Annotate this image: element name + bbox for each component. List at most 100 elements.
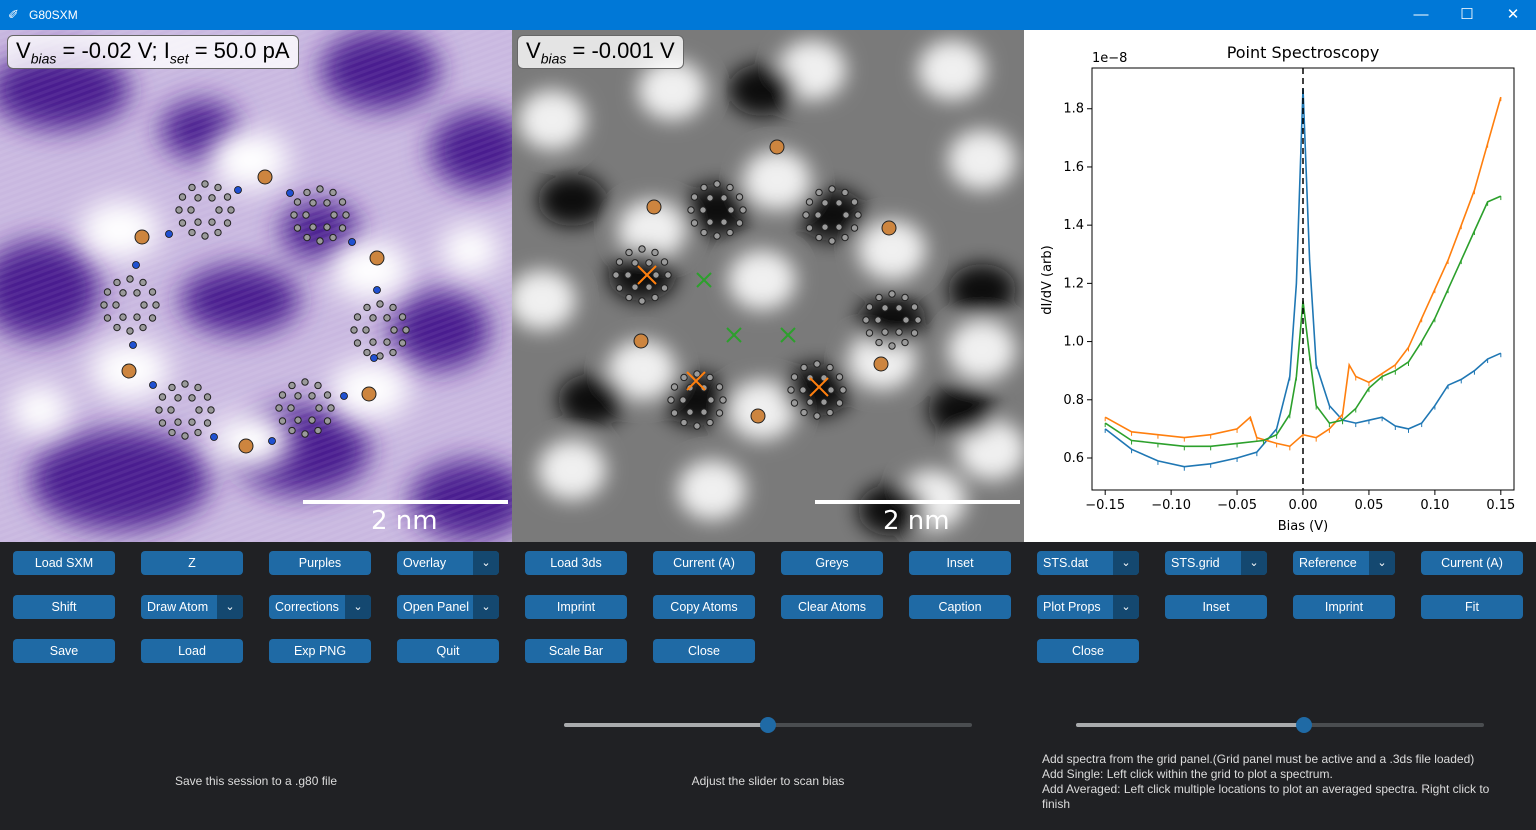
bright-feature (608, 340, 676, 400)
current-grid-button[interactable]: Current (A) (653, 551, 755, 575)
copy-atoms-button[interactable]: Copy Atoms (653, 595, 755, 619)
bright-feature (958, 420, 1024, 480)
current-sts-button[interactable]: Current (A) (1421, 551, 1523, 575)
greys-button[interactable]: Greys (781, 551, 883, 575)
atom-marker (735, 193, 744, 201)
atom-marker (330, 211, 338, 219)
atom-marker (700, 228, 708, 237)
blue-atom-marker (234, 186, 242, 194)
close-window-button[interactable]: ✕ (1506, 6, 1520, 23)
z-button[interactable]: Z (141, 551, 243, 575)
chevron-down-icon[interactable]: ⌄ (1113, 551, 1139, 575)
atom-marker (227, 206, 235, 214)
imprint-grid-button[interactable]: Imprint (525, 595, 627, 619)
bias-slider-handle[interactable] (760, 717, 776, 733)
open-panel-dropdown[interactable]: Open Panel ⌄ (397, 595, 499, 619)
spectra-slider-handle[interactable] (1296, 717, 1313, 733)
atom-marker (203, 393, 212, 401)
atom-marker (214, 228, 222, 237)
atom-marker (139, 278, 147, 287)
atom-marker (303, 188, 311, 197)
atom-marker (800, 363, 808, 372)
chevron-down-icon[interactable]: ⌄ (1369, 551, 1395, 575)
adatom-marker (121, 363, 137, 379)
corrections-dropdown[interactable]: Corrections ⌄ (269, 595, 371, 619)
atom-marker (854, 211, 862, 219)
open-panel-value: Open Panel (403, 600, 470, 614)
atom-marker (158, 393, 167, 401)
chevron-down-icon[interactable]: ⌄ (1113, 595, 1139, 619)
chevron-down-icon[interactable]: ⌄ (1241, 551, 1267, 575)
inset-grid-button[interactable]: Inset (909, 551, 1011, 575)
atom-marker (850, 198, 859, 206)
bright-feature (638, 60, 706, 120)
quit-button[interactable]: Quit (397, 639, 499, 663)
minimize-button[interactable]: — (1413, 6, 1429, 23)
atom-marker (660, 258, 669, 266)
adatom-marker (633, 333, 649, 349)
spectroscopy-panel[interactable]: Point Spectroscopy 1e−8 Bias (V) dI/dV (… (1024, 30, 1536, 542)
load-3ds-button[interactable]: Load 3ds (525, 551, 627, 575)
atom-marker (645, 259, 653, 267)
atom-marker (148, 288, 157, 296)
atom-marker (827, 386, 835, 394)
dark-feature (928, 384, 996, 436)
inset-sts-button[interactable]: Inset (1165, 595, 1267, 619)
grid-image-panel[interactable]: Vbias = -0.001 V 2 nm (512, 30, 1024, 542)
dark-feature (663, 374, 731, 426)
close-grid-button[interactable]: Close (653, 639, 755, 663)
atom-marker (875, 338, 883, 347)
atom-marker (178, 193, 187, 201)
spectroscopy-chart[interactable]: Point Spectroscopy 1e−8 Bias (V) dI/dV (… (1024, 30, 1536, 542)
load-button[interactable]: Load (141, 639, 243, 663)
imprint-sts-button[interactable]: Imprint (1293, 595, 1395, 619)
fit-button[interactable]: Fit (1421, 595, 1523, 619)
atom-marker (715, 409, 724, 417)
close-sts-button[interactable]: Close (1037, 639, 1139, 663)
atom-marker (113, 278, 121, 287)
atom-marker (624, 271, 632, 279)
reference-dropdown[interactable]: Reference ⌄ (1293, 551, 1395, 575)
sts-grid-dropdown[interactable]: STS.grid ⌄ (1165, 551, 1267, 575)
export-png-button[interactable]: Exp PNG (269, 639, 371, 663)
atom-marker (638, 245, 646, 253)
bias-slider[interactable] (564, 717, 972, 733)
shift-button[interactable]: Shift (13, 595, 115, 619)
scale-bar-button[interactable]: Scale Bar (525, 639, 627, 663)
spectra-slider-fill (1076, 723, 1305, 727)
atom-marker (329, 188, 337, 197)
chart-axes-frame (1091, 67, 1515, 491)
chevron-down-icon[interactable]: ⌄ (217, 595, 243, 619)
blue-atom-marker (373, 286, 381, 294)
atom-marker (363, 303, 371, 312)
chevron-down-icon[interactable]: ⌄ (473, 595, 499, 619)
atom-marker (875, 293, 883, 302)
y-tick-label: 1.2 (1063, 276, 1084, 291)
draw-atom-dropdown[interactable]: Draw Atom ⌄ (141, 595, 243, 619)
load-sxm-button[interactable]: Load SXM (13, 551, 115, 575)
atom-marker (888, 290, 896, 298)
grid-image[interactable] (512, 30, 1024, 542)
atom-marker (902, 316, 910, 324)
sxm-image-panel[interactable]: Vbias = -0.02 V; Iset = 50.0 pA 2 nm (0, 30, 512, 542)
chevron-down-icon[interactable]: ⌄ (345, 595, 371, 619)
atom-marker (790, 373, 799, 381)
clear-atoms-button[interactable]: Clear Atoms (781, 595, 883, 619)
atom-marker (301, 430, 309, 438)
chevron-down-icon[interactable]: ⌄ (473, 551, 499, 575)
caption-button[interactable]: Caption (909, 595, 1011, 619)
atom-marker (813, 412, 821, 420)
sts-dat-dropdown[interactable]: STS.dat ⌄ (1037, 551, 1139, 575)
purples-button[interactable]: Purples (269, 551, 371, 575)
plot-props-dropdown[interactable]: Plot Props ⌄ (1037, 595, 1139, 619)
save-button[interactable]: Save (13, 639, 115, 663)
overlay-dropdown[interactable]: Overlay ⌄ (397, 551, 499, 575)
spectra-slider[interactable] (1076, 717, 1484, 733)
atom-marker (133, 289, 141, 297)
atom-marker (288, 426, 296, 435)
maximize-button[interactable]: ☐ (1460, 6, 1474, 23)
atom-marker (651, 293, 659, 302)
atom-marker (680, 418, 688, 427)
atom-marker (152, 301, 160, 309)
sxm-image[interactable] (0, 30, 512, 542)
